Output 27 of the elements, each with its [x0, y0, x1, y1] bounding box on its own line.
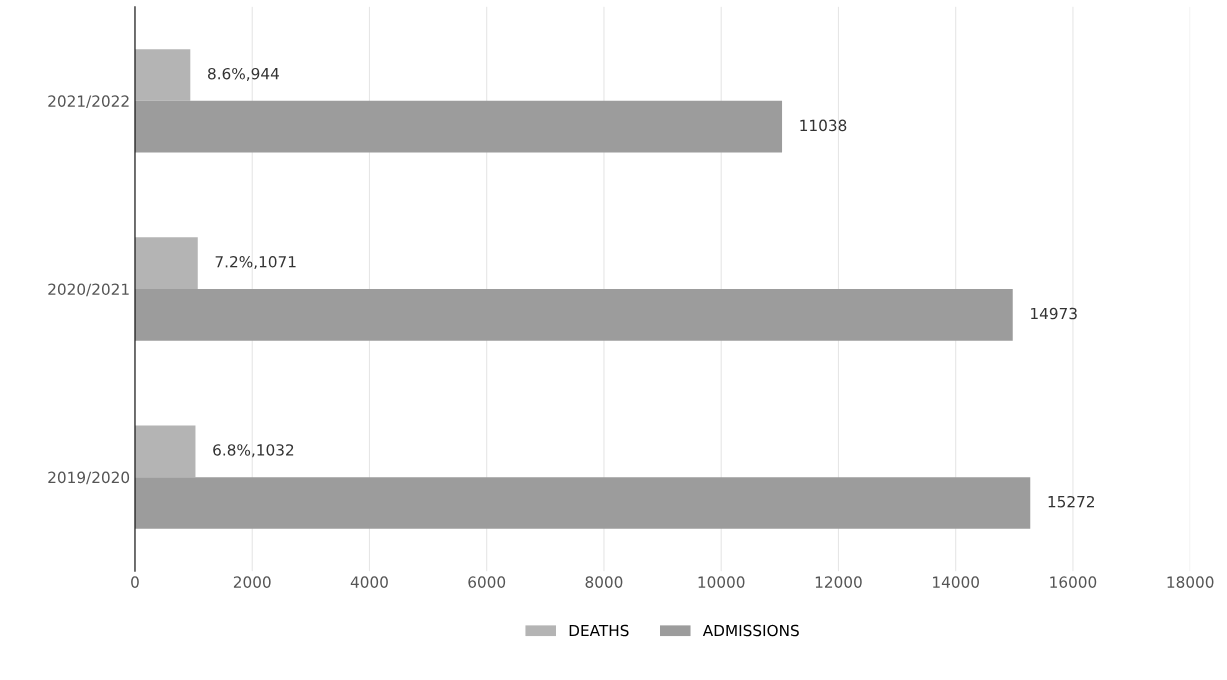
data-label: 14973	[1031, 307, 1077, 320]
x-tick-label: 12000	[815, 576, 862, 588]
x-tick-label: 10000	[698, 576, 745, 588]
legend-label: ADMISSIONS	[702, 624, 799, 637]
x-tick-label: 2000	[233, 576, 271, 588]
x-tick-label: 18000	[1167, 576, 1214, 588]
data-label: 7.2%,1071	[215, 256, 296, 270]
bar	[134, 425, 196, 478]
bar	[134, 100, 783, 153]
bar	[134, 477, 1031, 529]
x-tick-label: 16000	[1050, 576, 1097, 588]
x-tick-label: 14000	[933, 576, 979, 588]
data-label: 8.6%,944	[208, 67, 279, 81]
x-tick-label: 8000	[585, 576, 623, 588]
bar	[134, 289, 1013, 341]
bar	[134, 237, 198, 289]
x-tick-label: 6000	[468, 576, 506, 588]
x-tick-label: 0	[131, 576, 139, 588]
y-tick-label: 2019/2020	[48, 471, 130, 485]
y-tick-label: 2020/2021	[48, 283, 129, 297]
bar	[134, 49, 191, 101]
data-label: 11038	[800, 119, 847, 132]
y-tick-label: 2021/2022	[48, 95, 129, 109]
data-label: 6.8%,1032	[213, 444, 294, 458]
x-tick-label: 4000	[350, 576, 388, 588]
legend-label: DEATHS	[569, 624, 629, 637]
data-label: 15272	[1048, 495, 1094, 508]
